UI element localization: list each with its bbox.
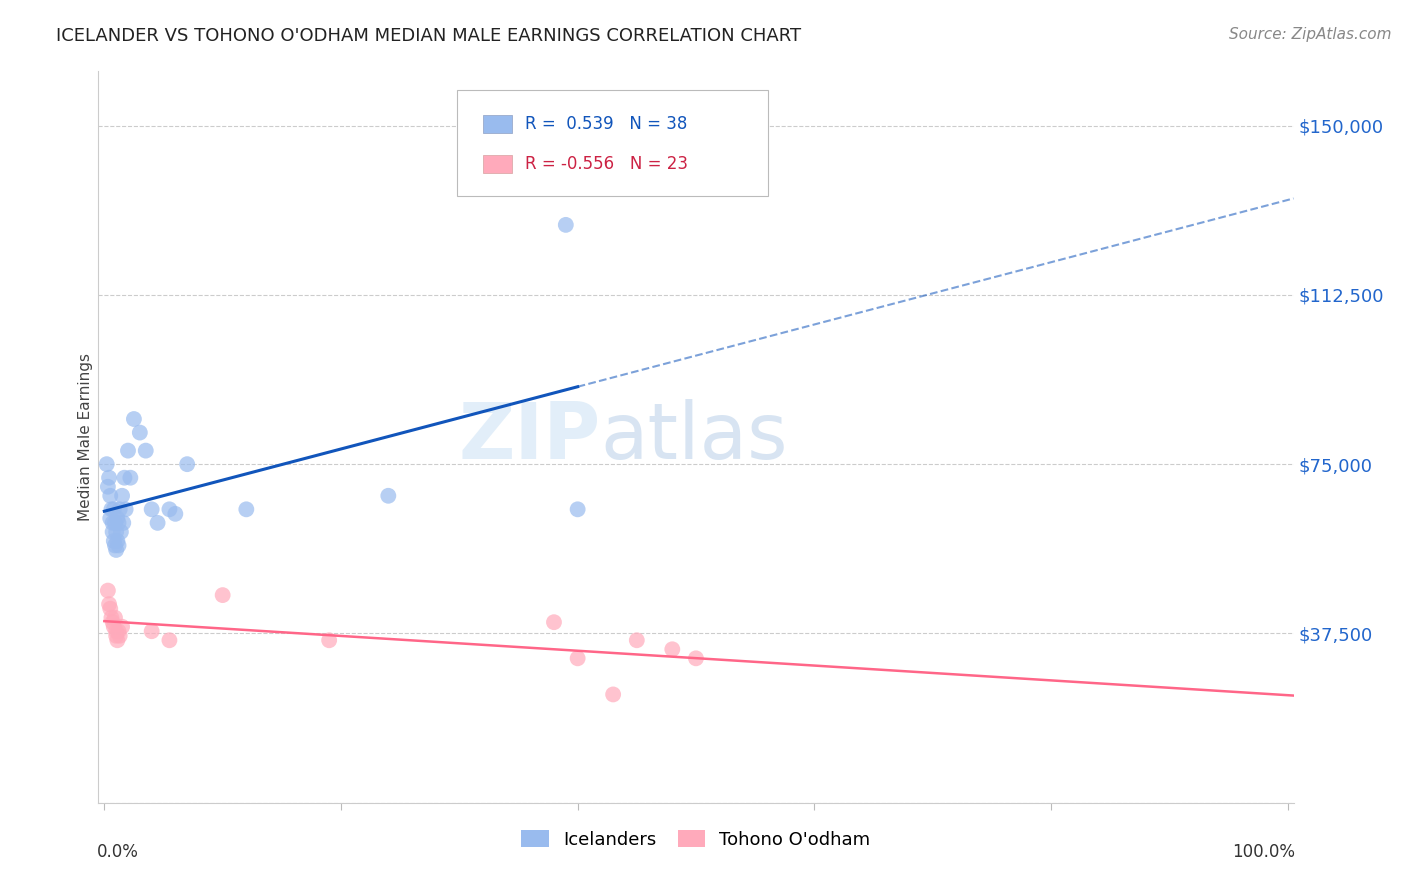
Point [98, 489, 121, 503]
Text: R =  0.539   N = 38: R = 0.539 N = 38 [524, 115, 688, 133]
Point [105, 543, 128, 558]
FancyBboxPatch shape [484, 115, 512, 133]
Point [157, 633, 180, 648]
Point [105, 511, 128, 525]
Point [105, 629, 128, 643]
Point [107, 538, 129, 552]
Point [104, 538, 127, 552]
Point [105, 524, 128, 539]
Point [108, 502, 131, 516]
Point [96, 457, 118, 471]
Point [567, 651, 589, 665]
Point [114, 502, 136, 516]
Point [318, 633, 340, 648]
Point [122, 412, 145, 426]
Point [107, 624, 129, 639]
Point [105, 533, 128, 548]
Text: ICELANDER VS TOHONO O'ODHAM MEDIAN MALE EARNINGS CORRELATION CHART: ICELANDER VS TOHONO O'ODHAM MEDIAN MALE … [56, 27, 801, 45]
Point [98, 597, 121, 611]
Point [111, 620, 134, 634]
Point [101, 516, 124, 530]
Point [98, 511, 121, 525]
Point [101, 615, 124, 630]
Point [103, 502, 125, 516]
Point [554, 218, 576, 232]
Point [135, 443, 157, 458]
FancyBboxPatch shape [484, 155, 512, 173]
Point [100, 502, 122, 516]
Point [98, 601, 121, 615]
Point [97, 480, 120, 494]
Point [104, 516, 127, 530]
Point [107, 516, 129, 530]
Point [543, 615, 565, 630]
Point [110, 524, 132, 539]
Point [235, 502, 257, 516]
Point [685, 651, 707, 665]
Point [111, 489, 134, 503]
Point [141, 502, 163, 516]
Text: R = -0.556   N = 23: R = -0.556 N = 23 [524, 155, 688, 173]
Point [114, 471, 136, 485]
Point [661, 642, 683, 657]
Point [100, 610, 122, 624]
Point [104, 610, 127, 624]
Point [146, 516, 169, 530]
Point [165, 507, 187, 521]
Point [211, 588, 233, 602]
Point [103, 620, 125, 634]
Point [120, 471, 142, 485]
Text: atlas: atlas [600, 399, 787, 475]
Legend: Icelanders, Tohono O'odham: Icelanders, Tohono O'odham [515, 822, 877, 856]
Point [141, 624, 163, 639]
Point [105, 633, 128, 648]
Point [97, 583, 120, 598]
Point [117, 443, 139, 458]
Point [377, 489, 399, 503]
Point [157, 502, 180, 516]
Point [128, 425, 150, 440]
Point [103, 533, 125, 548]
Point [567, 502, 589, 516]
Text: ZIP: ZIP [458, 399, 600, 475]
Text: 100.0%: 100.0% [1232, 843, 1295, 861]
Point [602, 688, 624, 702]
Point [176, 457, 198, 471]
Point [98, 471, 121, 485]
Text: 0.0%: 0.0% [97, 843, 139, 861]
Point [626, 633, 648, 648]
Point [108, 629, 131, 643]
FancyBboxPatch shape [457, 90, 768, 195]
Y-axis label: Median Male Earnings: Median Male Earnings [77, 353, 93, 521]
Point [105, 624, 128, 639]
Text: Source: ZipAtlas.com: Source: ZipAtlas.com [1229, 27, 1392, 42]
Point [112, 516, 135, 530]
Point [101, 524, 124, 539]
